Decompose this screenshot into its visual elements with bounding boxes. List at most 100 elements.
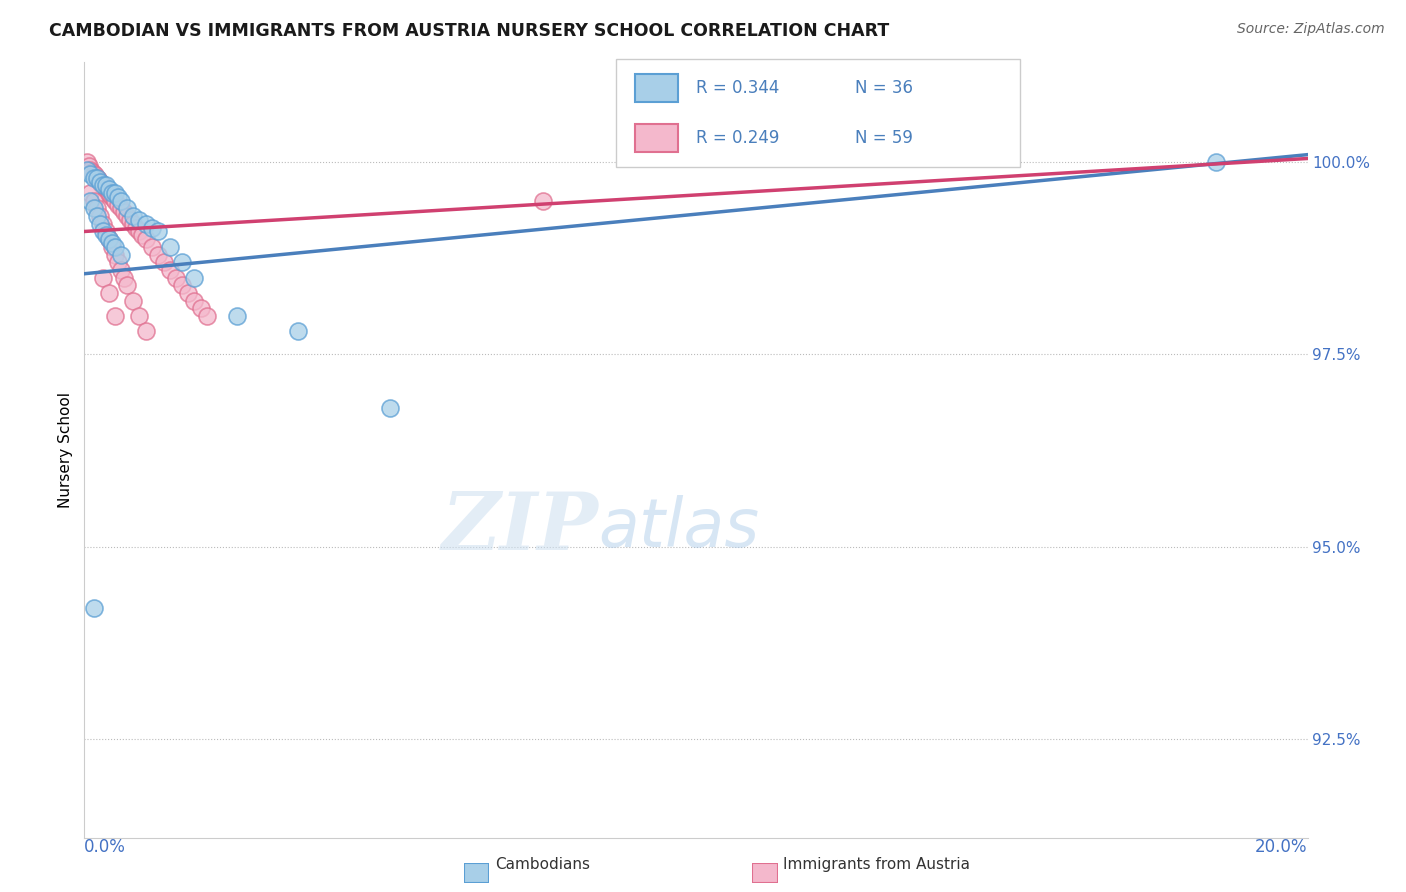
Point [87,172,110,186]
Point [91,178,114,193]
Point [128,309,150,323]
Point [159,263,181,277]
Point [97,185,120,199]
Text: N = 36: N = 36 [855,78,912,96]
Point [107,190,129,204]
Point [104,247,127,261]
Text: R = 0.249: R = 0.249 [696,129,779,147]
Point [86,202,108,216]
Text: Source: ZipAtlas.com: Source: ZipAtlas.com [1237,22,1385,37]
Point [79,186,101,200]
Point [110,194,132,208]
Point [159,240,181,254]
Point [104,240,127,254]
Point [165,270,187,285]
Point [141,240,163,254]
Bar [636,74,678,102]
Point [135,217,157,231]
Point [97,186,120,200]
Point [104,194,127,208]
Point [101,235,124,250]
Text: Cambodians: Cambodians [495,857,591,872]
Point [86,209,108,223]
Point [195,309,218,323]
Point [94,225,117,239]
Text: ZIP: ZIP [441,490,598,566]
Text: atlas: atlas [598,495,759,561]
Point [89,175,111,189]
Point [183,293,205,308]
Text: 0.0%: 0.0% [84,838,127,856]
Point [97,232,120,246]
Text: Immigrants from Austria: Immigrants from Austria [783,857,970,872]
Point [84,169,107,183]
Point [91,178,114,193]
Point [79,194,101,208]
Point [97,232,120,246]
Point [76,155,98,169]
Point [110,202,132,216]
Point [104,309,127,323]
Point [101,190,124,204]
Point [97,285,120,300]
Point [146,225,169,239]
Point [94,228,117,243]
Point [91,270,114,285]
Point [94,178,117,193]
Point [79,163,101,178]
Point [91,217,114,231]
Point [98,187,121,202]
Point [1205,155,1227,169]
Point [91,225,114,239]
Point [83,170,105,185]
Point [115,202,138,216]
Point [177,285,200,300]
Point [89,175,111,189]
Point [83,167,105,181]
Point [183,270,205,285]
Point [122,209,145,223]
Point [107,255,129,269]
Point [172,278,194,293]
Point [89,209,111,223]
Point [89,217,111,231]
Point [153,255,176,269]
Text: R = 0.344: R = 0.344 [696,78,779,96]
Point [110,247,132,261]
Point [83,202,105,216]
Point [93,180,115,194]
Point [77,159,100,173]
Point [94,182,117,196]
Point [128,213,150,227]
Point [122,217,145,231]
Point [190,301,212,316]
Point [287,324,309,338]
Point [90,177,112,191]
Point [86,170,108,185]
Point [76,163,98,178]
Point [103,192,125,206]
Text: 20.0%: 20.0% [1256,838,1308,856]
Point [135,232,157,246]
Point [79,167,101,181]
Point [83,601,105,615]
Text: N = 59: N = 59 [855,129,912,147]
Point [128,225,150,239]
Point [101,186,124,200]
Point [97,182,120,196]
Point [107,197,129,211]
Point [104,186,127,200]
Bar [636,124,678,152]
Point [226,309,249,323]
Y-axis label: Nursery School: Nursery School [58,392,73,508]
Point [115,209,138,223]
Point [112,270,135,285]
Point [172,255,194,269]
Point [141,220,163,235]
Point [120,213,142,227]
Point [110,263,132,277]
Point [101,240,124,254]
Point [380,401,402,416]
Point [531,194,554,208]
Point [135,324,157,338]
